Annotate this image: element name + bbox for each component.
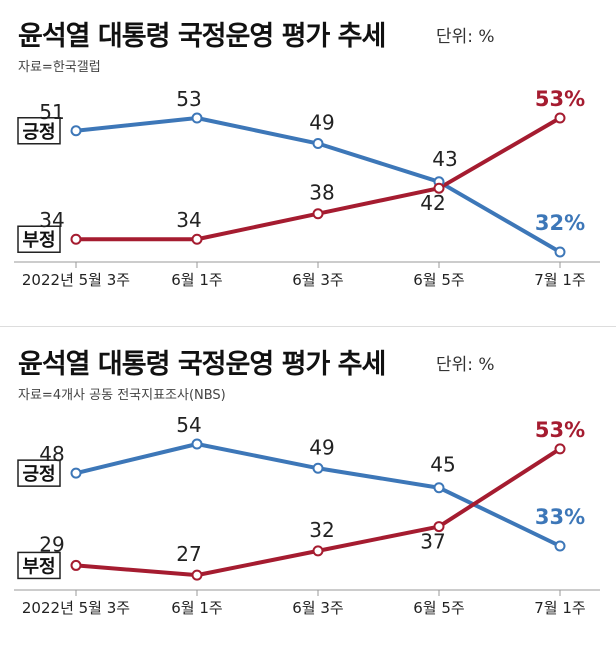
data-label: 33% bbox=[535, 505, 585, 529]
data-label: 51 bbox=[39, 100, 64, 124]
data-point bbox=[433, 482, 445, 494]
data-label: 34 bbox=[39, 208, 64, 232]
data-label: 32 bbox=[309, 518, 334, 542]
series-name-label: 부정 bbox=[22, 230, 55, 251]
chart-panel-nbs: 윤석열 대통령 국정운영 평가 추세 단위: % 자료=4개사 공동 전국지표조… bbox=[0, 328, 616, 656]
data-point bbox=[312, 208, 324, 220]
x-tick-label: 6월 3주 bbox=[292, 271, 343, 289]
data-point bbox=[312, 545, 324, 557]
data-label: 53% bbox=[535, 418, 585, 442]
data-point bbox=[554, 540, 566, 552]
series-name-frame bbox=[17, 551, 61, 580]
chart-title: 윤석열 대통령 국정운영 평가 추세 bbox=[18, 21, 386, 52]
series-name-label: 부정 bbox=[22, 556, 55, 577]
data-point bbox=[70, 125, 82, 137]
data-label: 42 bbox=[420, 191, 445, 215]
x-tick-label: 6월 3주 bbox=[292, 599, 343, 617]
source-label: 자료=4개사 공동 전국지표조사(NBS) bbox=[18, 388, 226, 403]
series-name-box: 부정 bbox=[17, 551, 61, 580]
data-label: 45 bbox=[430, 453, 455, 477]
data-point bbox=[312, 138, 324, 150]
x-tick-label: 7월 1주 bbox=[534, 271, 585, 289]
data-point bbox=[433, 182, 445, 194]
series-name-frame bbox=[17, 459, 61, 487]
series-name-frame bbox=[17, 117, 61, 145]
data-point bbox=[70, 467, 82, 479]
x-tick-label: 6월 5주 bbox=[413, 271, 464, 289]
series-name-frame bbox=[17, 225, 61, 253]
data-label: 49 bbox=[309, 435, 334, 459]
data-label: 34 bbox=[176, 208, 201, 232]
data-point bbox=[191, 233, 203, 245]
chart-title: 윤석열 대통령 국정운영 평가 추세 bbox=[18, 349, 386, 380]
series-name-box: 부정 bbox=[17, 225, 61, 253]
unit-label: 단위: % bbox=[436, 355, 495, 375]
data-label: 38 bbox=[309, 181, 334, 205]
data-point bbox=[70, 233, 82, 245]
data-label: 37 bbox=[420, 530, 445, 554]
data-point bbox=[554, 112, 566, 124]
unit-label: 단위: % bbox=[436, 27, 495, 47]
data-label: 27 bbox=[176, 542, 201, 566]
data-label: 54 bbox=[176, 413, 201, 437]
data-point bbox=[312, 462, 324, 474]
data-label: 53% bbox=[535, 87, 585, 111]
source-label: 자료=한국갤럽 bbox=[18, 60, 101, 75]
series-name-label: 긍정 bbox=[22, 122, 55, 143]
data-point bbox=[554, 246, 566, 258]
data-label: 32% bbox=[535, 211, 585, 235]
series-name-box: 긍정 bbox=[17, 117, 61, 145]
data-point bbox=[191, 569, 203, 581]
series-name-box: 긍정 bbox=[17, 459, 61, 487]
data-point bbox=[433, 521, 445, 533]
series-name-label: 긍정 bbox=[22, 464, 55, 485]
x-tick-label: 6월 1주 bbox=[171, 599, 222, 617]
data-label: 53 bbox=[176, 87, 201, 111]
data-point bbox=[191, 112, 203, 124]
data-point bbox=[554, 443, 566, 455]
series-line-negative bbox=[76, 116, 562, 242]
data-label: 48 bbox=[39, 442, 64, 466]
panel-divider bbox=[0, 326, 616, 327]
x-tick-label: 7월 1주 bbox=[534, 599, 585, 617]
data-point bbox=[191, 438, 203, 450]
x-tick-label: 6월 1주 bbox=[171, 271, 222, 289]
chart-panel-gallup: 윤석열 대통령 국정운영 평가 추세 단위: % 자료=한국갤럽 2022년 5… bbox=[0, 0, 616, 326]
x-tick-label: 6월 5주 bbox=[413, 599, 464, 617]
data-label: 49 bbox=[309, 111, 334, 135]
data-label: 43 bbox=[432, 147, 457, 171]
data-point bbox=[70, 559, 82, 571]
data-label: 29 bbox=[39, 532, 64, 556]
x-tick-label: 2022년 5월 3주 bbox=[22, 271, 130, 289]
x-tick-label: 2022년 5월 3주 bbox=[22, 599, 130, 617]
